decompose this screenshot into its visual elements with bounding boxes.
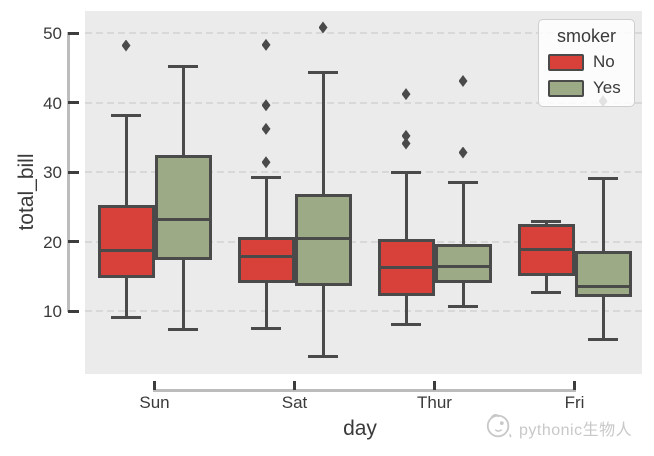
whisker-cap-top: [168, 64, 198, 68]
box-yes-sun: [154, 154, 212, 260]
whisker-cap-top: [308, 71, 338, 75]
outlier-diamond: [318, 21, 328, 34]
median-line: [297, 236, 349, 240]
gridline: [85, 240, 642, 243]
median-line: [520, 247, 572, 251]
outlier-diamond: [261, 122, 271, 135]
box-yes-thur: [434, 244, 492, 284]
y-tick: [68, 31, 79, 35]
gridline: [85, 310, 642, 312]
whisker-cap-bottom: [168, 328, 198, 332]
x-tick: [293, 381, 296, 390]
legend-swatch-yes: [548, 79, 584, 97]
y-tick-label: 30: [43, 163, 62, 182]
y-tick-label: 20: [43, 232, 62, 252]
y-tick: [68, 240, 79, 243]
x-tick-label: Sun: [139, 393, 170, 412]
median-line: [577, 285, 629, 289]
y-tick-label: 50: [43, 24, 62, 43]
whisker-cap-top: [251, 176, 281, 180]
whisker-cap-top: [588, 177, 618, 181]
whisker-cap-bottom: [251, 326, 281, 330]
x-tick-label: Thur: [417, 393, 452, 412]
legend-item-label: Yes: [593, 78, 621, 97]
x-tick-label: Fri: [564, 393, 585, 412]
y-axis-label: total_bill: [15, 153, 38, 231]
watermark-text: pythonic生物人: [519, 421, 633, 439]
legend-item-label: No: [593, 52, 615, 71]
y-tick-label: 40: [43, 93, 62, 113]
outlier-diamond: [401, 88, 411, 101]
outlier-diamond: [121, 39, 131, 52]
median-line: [240, 255, 292, 259]
panda-logo-icon: [484, 410, 514, 445]
y-tick: [68, 101, 79, 104]
watermark: pythonic生物人: [484, 410, 632, 445]
whisker-cap-bottom: [308, 355, 338, 359]
whisker-cap-top: [391, 171, 421, 175]
whisker-cap-top: [111, 114, 141, 118]
box-no-sat: [237, 236, 295, 284]
x-axis-spine: [153, 389, 576, 392]
x-tick: [573, 381, 576, 390]
outlier-diamond: [261, 38, 271, 51]
legend: smoker No Yes: [538, 19, 635, 107]
median-line: [437, 265, 489, 269]
outlier-diamond: [401, 137, 411, 150]
whisker-cap-bottom: [531, 291, 561, 295]
whisker-cap-bottom: [588, 337, 618, 341]
x-tick-label: Sat: [281, 393, 308, 412]
legend-item: No: [539, 52, 634, 72]
median-line: [380, 265, 432, 269]
y-tick-label: 10: [43, 302, 62, 321]
median-line: [100, 249, 152, 253]
x-axis-label: day: [343, 417, 377, 440]
outlier-diamond: [458, 146, 468, 159]
whisker-cap-top: [531, 219, 561, 223]
legend-item: Yes: [539, 78, 634, 98]
whisker-cap-bottom: [391, 323, 421, 327]
box-yes-sat: [294, 194, 352, 286]
outlier-diamond: [458, 74, 468, 87]
median-line: [157, 217, 209, 221]
whisker-cap-bottom: [448, 304, 478, 308]
legend-title: smoker: [556, 26, 616, 46]
y-tick: [68, 309, 79, 313]
outlier-diamond: [261, 99, 271, 112]
x-tick: [433, 381, 436, 390]
gridline: [85, 171, 642, 173]
legend-rows: No Yes: [539, 52, 634, 104]
x-tick: [153, 381, 156, 390]
outlier-diamond: [261, 156, 271, 169]
whisker-cap-bottom: [111, 316, 141, 320]
whisker-cap-top: [448, 180, 478, 184]
gridline: [85, 32, 642, 34]
gridline: [85, 101, 642, 104]
box-yes-fri: [574, 250, 632, 298]
box-no-sun: [97, 205, 155, 278]
y-tick: [68, 170, 79, 174]
legend-swatch-no: [548, 53, 584, 71]
outlier-diamond: [401, 129, 411, 142]
